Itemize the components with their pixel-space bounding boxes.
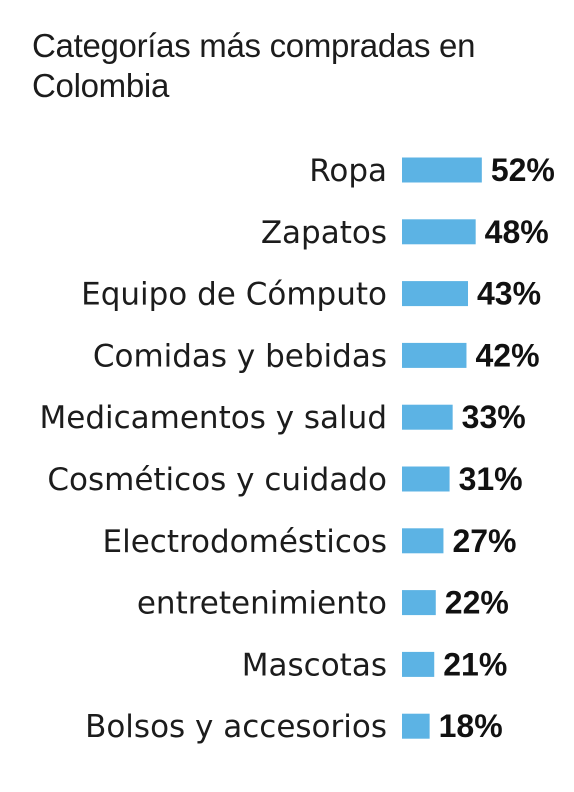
- category-label: entretenimiento: [137, 586, 387, 622]
- bar-row: Mascotas 21%: [242, 646, 508, 683]
- value-label: 31%: [459, 461, 523, 497]
- category-label: Mascotas: [242, 647, 387, 683]
- bar: [402, 281, 469, 307]
- category-label: Zapatos: [261, 215, 387, 251]
- category-label: Electrodomésticos: [103, 524, 388, 560]
- bar-row: Cosméticos y cuidado 31%: [47, 461, 522, 498]
- bar: [402, 219, 476, 245]
- category-label: Equipo de Cómputo: [81, 277, 387, 313]
- bar-row: Medicamentos y salud 33%: [40, 399, 526, 436]
- chart-title: Categorías más compradas en Colombia: [32, 27, 476, 104]
- bar: [402, 466, 450, 492]
- bar: [402, 157, 482, 183]
- category-label: Bolsos y accesorios: [85, 709, 387, 745]
- bar-row: Electrodomésticos 27%: [103, 523, 517, 560]
- value-label: 27%: [452, 523, 516, 559]
- value-label: 43%: [477, 276, 541, 312]
- value-label: 22%: [445, 585, 509, 621]
- bar-row: Comidas y bebidas 42%: [93, 337, 540, 374]
- value-label: 18%: [439, 708, 503, 744]
- bar-row: Bolsos y accesorios 18%: [85, 708, 503, 745]
- bar: [402, 528, 444, 554]
- value-label: 33%: [462, 399, 526, 435]
- bar: [402, 404, 453, 430]
- category-label: Medicamentos y salud: [40, 400, 387, 436]
- category-label: Ropa: [309, 153, 387, 189]
- bar: [402, 651, 435, 677]
- bar-row: Zapatos 48%: [261, 214, 549, 251]
- bar: [402, 713, 430, 739]
- value-label: 52%: [491, 152, 555, 188]
- bar-row: Equipo de Cómputo 43%: [81, 276, 541, 313]
- category-label: Comidas y bebidas: [93, 338, 387, 374]
- bar: [402, 590, 436, 616]
- value-label: 48%: [485, 214, 549, 250]
- bar-row: entretenimiento 22%: [137, 585, 509, 622]
- bar-row: Ropa 52%: [309, 152, 555, 189]
- value-label: 42%: [475, 337, 539, 373]
- bar: [402, 342, 467, 368]
- value-label: 21%: [443, 646, 507, 682]
- category-label: Cosméticos y cuidado: [47, 462, 387, 498]
